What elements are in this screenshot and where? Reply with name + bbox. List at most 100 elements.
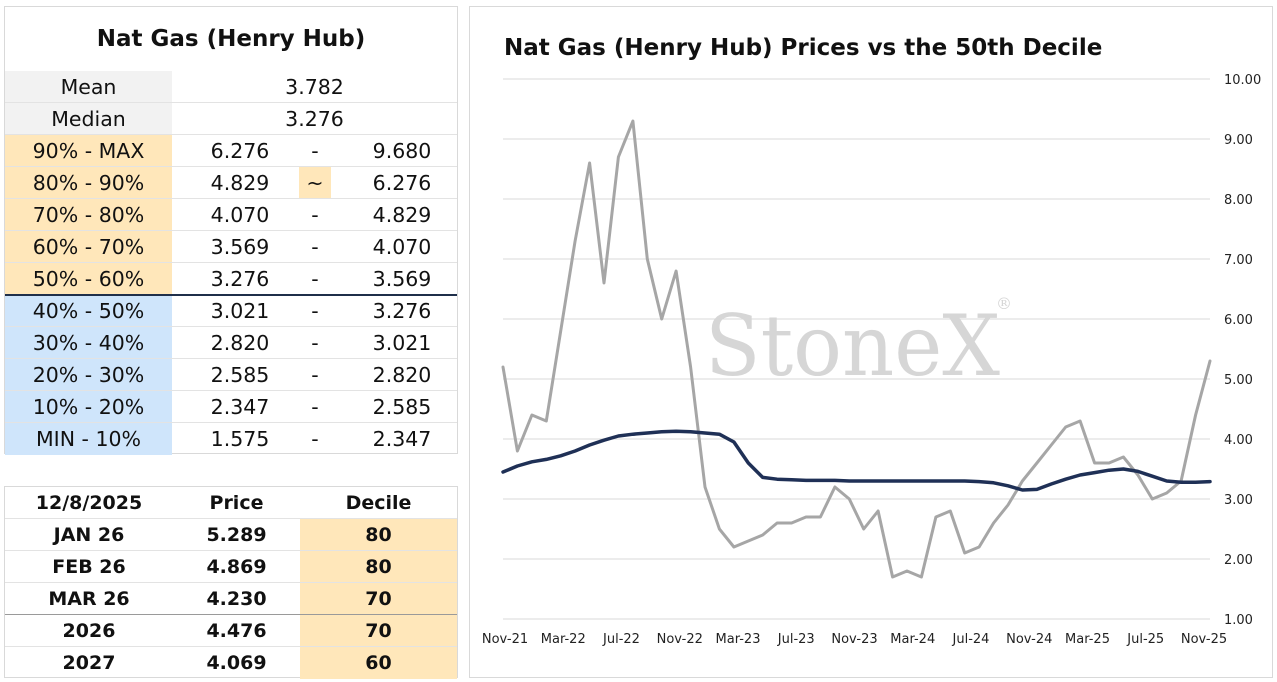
decile-separator: ~ <box>299 167 331 199</box>
decile-separator: - <box>311 235 319 259</box>
x-tick-label: Jul-24 <box>952 632 990 647</box>
x-tick-label: Mar-24 <box>890 632 935 647</box>
decile-row: 40% - 50% 3.021 - 3.276 <box>5 295 457 327</box>
x-tick-label: Mar-22 <box>541 632 586 647</box>
x-tick-label: Jul-25 <box>1126 632 1164 647</box>
header-date: 12/8/2025 <box>35 492 143 514</box>
x-tick-label: Mar-25 <box>1065 632 1110 647</box>
watermark-registered-mark: ® <box>996 294 1012 313</box>
median-label: Median <box>5 103 172 135</box>
decile-low-value: 3.569 <box>210 235 270 259</box>
contract-decile: 60 <box>300 647 457 679</box>
decile-separator: - <box>311 299 319 323</box>
price-row: 2026 4.476 70 <box>5 615 457 647</box>
decile-row: 90% - MAX 6.276 - 9.680 <box>5 135 457 167</box>
decile-row: 60% - 70% 3.569 - 4.070 <box>5 231 457 263</box>
y-tick-label: 2.00 <box>1224 553 1253 568</box>
decile-row: 80% - 90% 4.829 ~6.276 <box>5 167 457 199</box>
contract-label: 2026 <box>62 620 116 642</box>
decile-high-value: 6.276 <box>372 171 432 195</box>
contract-label: FEB 26 <box>52 556 126 578</box>
price-series-line <box>501 119 1212 579</box>
contract-label: 2027 <box>62 652 116 674</box>
price-row: FEB 26 4.869 80 <box>5 551 457 583</box>
decile-separator: - <box>311 139 319 163</box>
contract-price: 5.289 <box>206 524 267 546</box>
x-tick-label: Nov-25 <box>1181 632 1227 647</box>
decile-table: Nat Gas (Henry Hub) Mean 3.782 Median 3.… <box>4 6 458 455</box>
decile-row: 10% - 20% 2.347 - 2.585 <box>5 391 457 423</box>
contract-label: JAN 26 <box>53 524 125 546</box>
price-table: 12/8/2025 Price Decile JAN 26 5.289 80 FEB … <box>4 486 458 679</box>
price-table-header: 12/8/2025 Price Decile <box>5 487 457 519</box>
watermark: StoneX <box>705 297 1000 395</box>
decile-high-value: 4.070 <box>372 235 432 259</box>
decile-high-value: 9.680 <box>372 139 432 163</box>
decile-50-series-line <box>501 429 1212 492</box>
y-tick-label: 10.00 <box>1224 73 1261 88</box>
price-row: 2027 4.069 60 <box>5 647 457 679</box>
price-row: JAN 26 5.289 80 <box>5 519 457 551</box>
decile-low-value: 2.347 <box>210 395 270 419</box>
decile-separator: - <box>311 203 319 227</box>
contract-label: MAR 26 <box>48 588 130 610</box>
x-tick-label: Jul-23 <box>777 632 815 647</box>
decile-high-value: 4.829 <box>372 203 432 227</box>
decile-low-value: 2.820 <box>210 331 270 355</box>
decile-low-value: 3.276 <box>210 267 270 291</box>
header-decile: Decile <box>300 487 457 519</box>
median-split-line <box>5 294 457 296</box>
y-tick-label: 6.00 <box>1224 313 1253 328</box>
decile-row: 30% - 40% 2.820 - 3.021 <box>5 327 457 359</box>
mean-value: 3.782 <box>285 75 344 99</box>
y-tick-label: 8.00 <box>1224 193 1253 208</box>
decile-high-value: 2.820 <box>372 363 432 387</box>
y-tick-label: 7.00 <box>1224 253 1253 268</box>
decile-range-label: 20% - 30% <box>5 359 172 391</box>
contract-price: 4.069 <box>206 652 267 674</box>
contract-price: 4.476 <box>206 620 267 642</box>
decile-low-value: 2.585 <box>210 363 270 387</box>
mean-label: Mean <box>5 71 172 103</box>
decile-range-label: 50% - 60% <box>5 263 172 295</box>
decile-table-title: Nat Gas (Henry Hub) <box>96 26 366 52</box>
contract-decile: 70 <box>300 615 457 647</box>
x-tick-label: Nov-23 <box>831 632 877 647</box>
decile-separator: - <box>311 395 319 419</box>
price-chart: Nat Gas (Henry Hub) Prices vs the 50th D… <box>469 6 1273 678</box>
decile-range-label: 60% - 70% <box>5 231 172 263</box>
x-tick-label: Nov-21 <box>482 632 528 647</box>
y-tick-label: 3.00 <box>1224 493 1253 508</box>
median-row: Median 3.276 <box>5 103 457 135</box>
price-row: MAR 26 4.230 70 <box>5 583 457 615</box>
decile-row: 50% - 60% 3.276 - 3.569 <box>5 263 457 295</box>
contract-decile: 80 <box>300 519 457 551</box>
decile-high-value: 3.276 <box>372 299 432 323</box>
x-tick-label: Nov-24 <box>1006 632 1052 647</box>
decile-separator: - <box>311 331 319 355</box>
y-tick-label: 1.00 <box>1224 613 1253 628</box>
decile-low-value: 3.021 <box>210 299 270 323</box>
median-value: 3.276 <box>285 107 344 131</box>
decile-range-label: 30% - 40% <box>5 327 172 359</box>
decile-range-label: 40% - 50% <box>5 295 172 327</box>
decile-separator: - <box>311 267 319 291</box>
decile-high-value: 2.585 <box>372 395 432 419</box>
decile-low-value: 4.829 <box>210 171 270 195</box>
decile-high-value: 3.021 <box>372 331 432 355</box>
decile-separator: - <box>311 427 319 451</box>
decile-range-label: 80% - 90% <box>5 167 172 199</box>
decile-high-value: 3.569 <box>372 267 432 291</box>
chart-plot: 1.00 2.00 3.00 4.00 5.00 6.00 7.00 8.00 9.00 10.0… <box>482 73 1261 647</box>
decile-range-label: 10% - 20% <box>5 391 172 423</box>
decile-range-label: 90% - MAX <box>5 135 172 167</box>
decile-range-label: 70% - 80% <box>5 199 172 231</box>
decile-separator: - <box>311 363 319 387</box>
x-tick-label: Nov-22 <box>657 632 703 647</box>
y-tick-label: 9.00 <box>1224 133 1253 148</box>
mean-row: Mean 3.782 <box>5 71 457 103</box>
decile-low-value: 4.070 <box>210 203 270 227</box>
chart-title: Nat Gas (Henry Hub) Prices vs the 50th D… <box>504 35 1103 61</box>
decile-row: MIN - 10% 1.575 - 2.347 <box>5 423 457 455</box>
decile-high-value: 2.347 <box>372 427 432 451</box>
